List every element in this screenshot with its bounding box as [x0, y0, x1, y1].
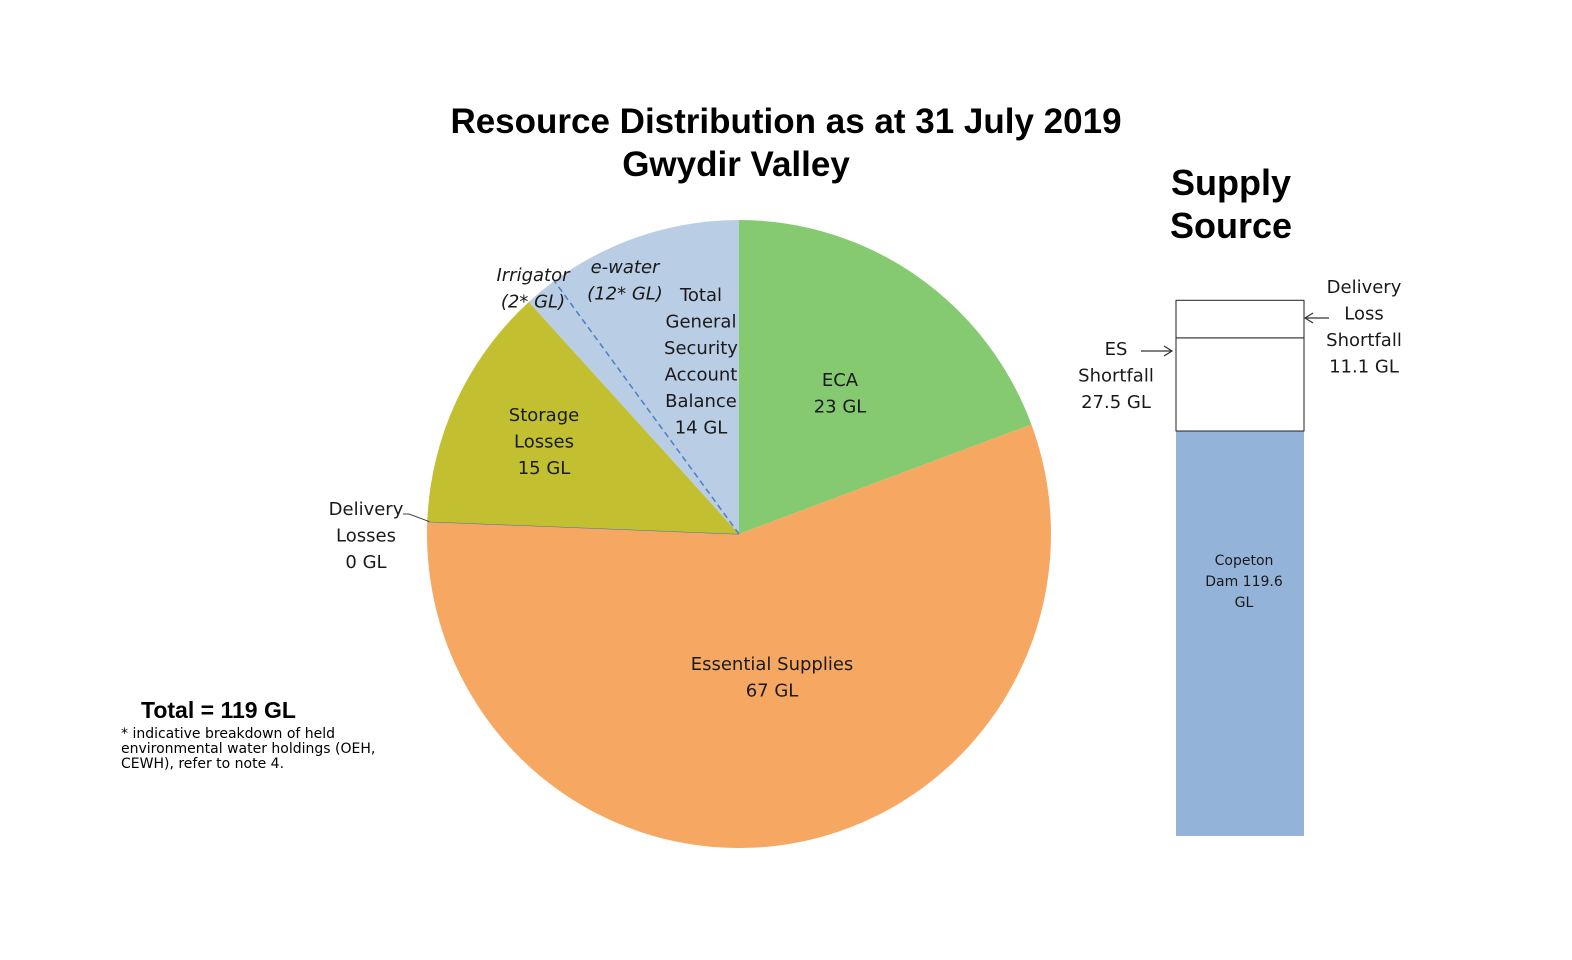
delivery-losses-leader [403, 513, 430, 523]
chart-title-line1: Resource Distribution as at 31 July 2019 [450, 102, 1122, 141]
pie-slice-general_security [528, 220, 739, 534]
pie-slice-essential [427, 424, 1051, 848]
supply-title-line2: Source [1169, 205, 1293, 246]
label-e-water: e-water (12* GL) [587, 257, 663, 305]
es-shortfall-arrowhead [1163, 345, 1174, 357]
supply-bar: Copeton Dam 119.6 GL ES Shortfall 27.5 GL Deli… [1078, 277, 1402, 836]
label-general-security: Total General Security Account Balance 14 GL [664, 285, 738, 439]
label-delivery-losses: Delivery Losses 0 GL [329, 499, 404, 573]
label-eca: ECA 23 GL [814, 370, 867, 418]
ewater-divider [553, 280, 740, 535]
bar-segment-copeton [1176, 431, 1304, 836]
label-storage-losses: Storage Losses 15 GL [509, 405, 579, 479]
pie-slice-storage [427, 301, 739, 534]
total-label: Total = 119 GL [141, 697, 296, 723]
pie-labels: ECA 23 GL Essential Supplies 67 GL Storage Lo… [329, 257, 867, 702]
pie-slice-eca [739, 220, 1032, 534]
label-copeton-dam: Copeton Dam 119.6 GL [1205, 553, 1283, 611]
footnote: * indicative breakdown of held environme… [121, 726, 376, 772]
label-es-shortfall: ES Shortfall 27.5 GL [1078, 339, 1154, 413]
label-essential-supplies: Essential Supplies 67 GL [691, 654, 854, 702]
delivery-loss-arrowhead [1303, 312, 1314, 324]
bar-segment-es_shortfall [1175, 337, 1305, 432]
label-irrigator: Irrigator (2* GL) [496, 265, 571, 313]
pie-chart [427, 220, 1051, 848]
chart-title-line2: Gwydir Valley [622, 145, 850, 184]
label-delivery-loss-shortfall: Delivery Loss Shortfall 11.1 GL [1326, 277, 1402, 378]
bar-segment-delivery_loss_shortfall [1175, 299, 1305, 339]
supply-title-line1: Supply [1170, 162, 1291, 203]
